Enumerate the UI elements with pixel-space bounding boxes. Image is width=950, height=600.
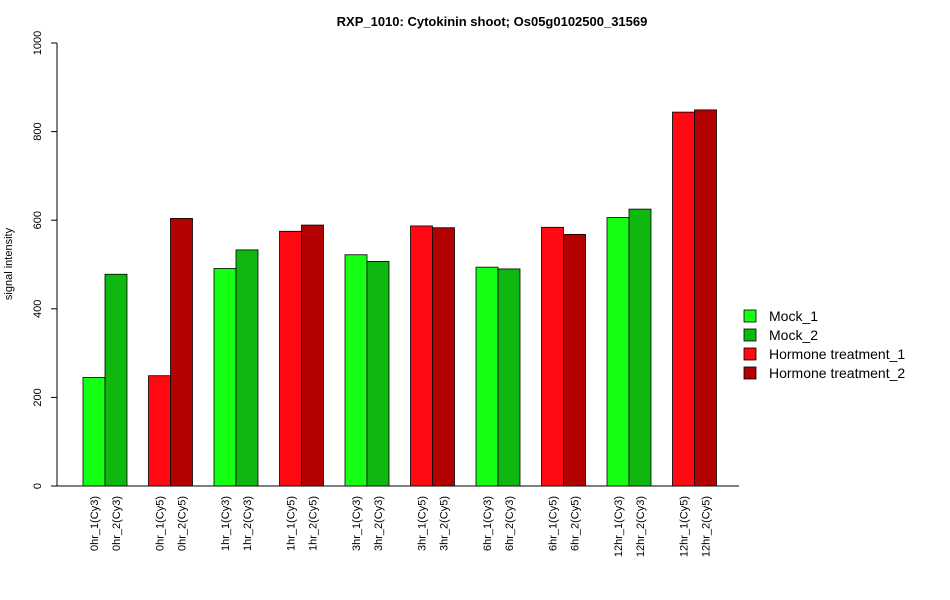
legend: Mock_1 Mock_2 Hormone treatment_1 Hormone t… — [743, 308, 905, 381]
x-tick-labels: 0hr_1(Cy3) 0hr_2(Cy3) 0hr_1(Cy5) 0hr_2(Cy5)… — [89, 496, 713, 557]
x-tick-label: 1hr_2(Cy3) — [242, 496, 254, 551]
x-tick-label: 0hr_1(Cy5) — [155, 496, 167, 551]
x-tick-label: 0hr_2(Cy3) — [111, 496, 123, 551]
y-tick-label: 0 — [32, 483, 44, 489]
y-tick-label: 200 — [32, 388, 44, 406]
bar — [301, 224, 324, 487]
x-tick-label: 1hr_1(Cy5) — [286, 496, 298, 551]
x-tick-label: 6hr_1(Cy3) — [482, 496, 494, 551]
legend-label: Hormone treatment_2 — [769, 365, 905, 381]
legend-label: Mock_2 — [769, 327, 818, 343]
legend-label: Hormone treatment_1 — [769, 346, 905, 362]
bar — [213, 268, 237, 487]
x-tick-label: 0hr_1(Cy3) — [89, 496, 101, 551]
bar — [235, 249, 259, 487]
bar — [82, 377, 106, 487]
legend-swatch — [743, 309, 757, 323]
x-tick-label: 0hr_2(Cy5) — [177, 496, 189, 551]
x-tick-label: 1hr_1(Cy3) — [220, 496, 232, 551]
bar — [432, 227, 455, 487]
bars — [82, 109, 717, 487]
x-tick-label: 6hr_2(Cy3) — [504, 496, 516, 551]
x-tick-label: 3hr_2(Cy3) — [373, 496, 385, 551]
bar — [694, 109, 717, 487]
x-tick-label: 3hr_2(Cy5) — [439, 496, 451, 551]
x-tick-label: 3hr_1(Cy3) — [351, 496, 363, 551]
y-axis-label: signal intensity — [3, 227, 15, 300]
bar — [541, 226, 564, 487]
legend-swatch — [743, 328, 757, 342]
bar — [563, 233, 586, 487]
bar — [497, 268, 521, 487]
legend-label: Mock_1 — [769, 308, 818, 324]
y-tick-label: 800 — [32, 122, 44, 140]
bar — [672, 111, 695, 487]
x-tick-label: 12hr_1(Cy5) — [679, 496, 691, 557]
x-tick-label: 3hr_1(Cy5) — [417, 496, 429, 551]
x-tick-label: 12hr_2(Cy3) — [635, 496, 647, 557]
bar — [148, 375, 171, 487]
x-tick-label: 12hr_2(Cy5) — [701, 496, 713, 557]
bar — [606, 217, 630, 487]
chart-title: RXP_1010: Cytokinin shoot; Os05g0102500_… — [337, 14, 648, 29]
y-tick-label: 1000 — [32, 31, 44, 55]
x-tick-label: 6hr_2(Cy5) — [570, 496, 582, 551]
y-ticks: 0 200 400 600 800 1000 — [32, 31, 57, 489]
legend-swatch — [743, 366, 757, 380]
bar — [344, 254, 368, 487]
bar — [104, 273, 128, 487]
bar — [279, 230, 302, 487]
bar — [366, 260, 390, 487]
y-tick-label: 400 — [32, 300, 44, 318]
y-tick-label: 600 — [32, 211, 44, 229]
bar — [170, 218, 193, 487]
bar — [628, 208, 652, 487]
x-tick-label: 12hr_1(Cy3) — [613, 496, 625, 557]
bar — [475, 266, 499, 487]
bar — [410, 225, 433, 487]
x-tick-label: 6hr_1(Cy5) — [548, 496, 560, 551]
x-tick-label: 1hr_2(Cy5) — [308, 496, 320, 551]
legend-swatch — [743, 347, 757, 361]
